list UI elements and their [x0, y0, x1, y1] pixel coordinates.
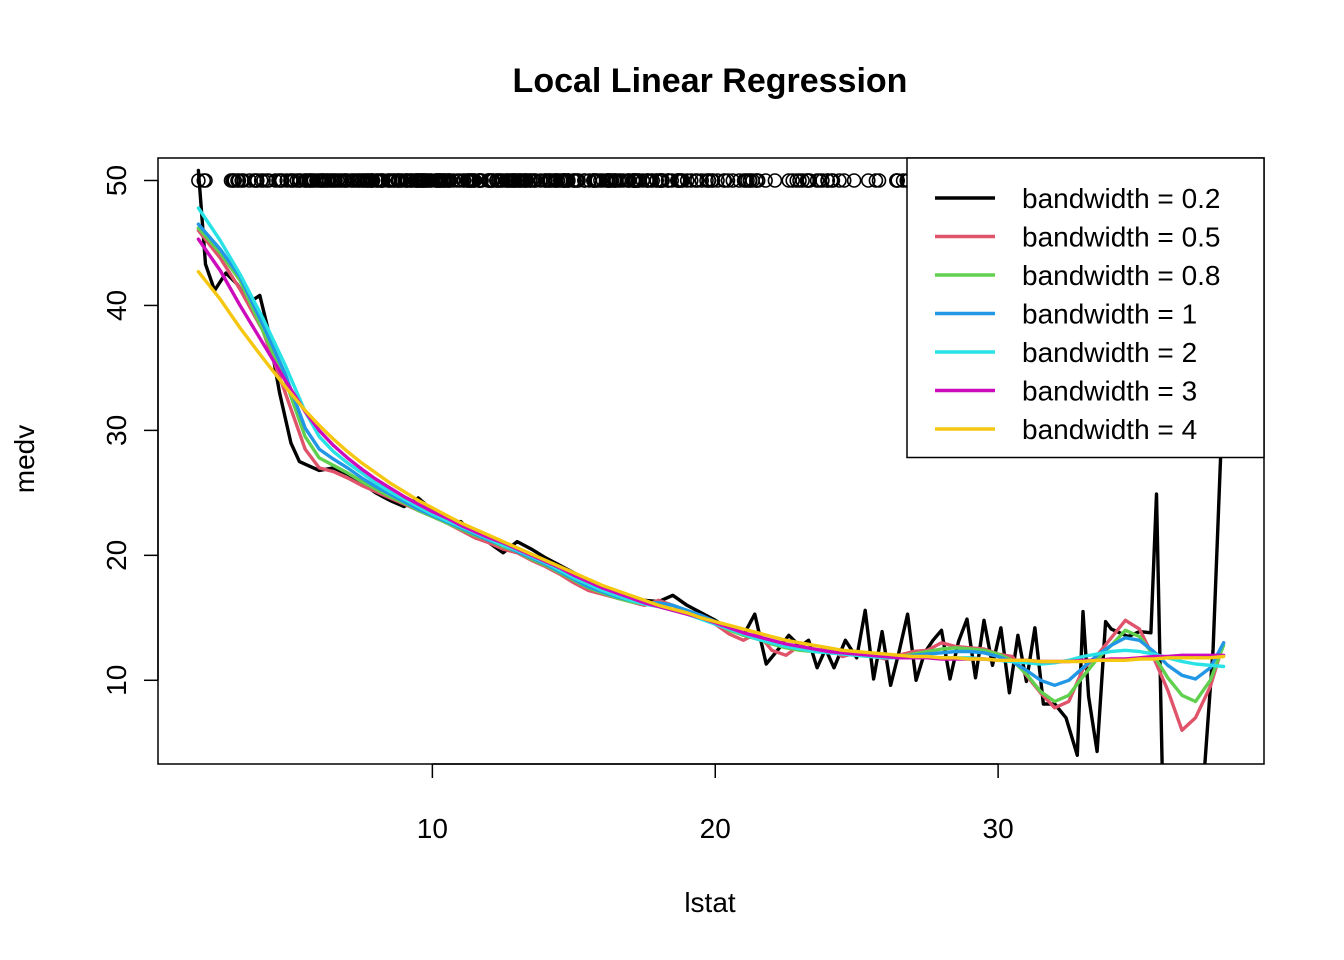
data-point	[832, 173, 847, 188]
legend-label: bandwidth = 4	[1022, 414, 1197, 445]
data-point	[750, 173, 766, 188]
data-point	[825, 173, 841, 188]
scatter-points	[191, 173, 1231, 188]
data-point	[820, 173, 836, 188]
data-point	[717, 173, 733, 188]
data-point	[571, 173, 586, 188]
legend-label: bandwidth = 3	[1022, 376, 1197, 407]
data-point	[710, 173, 725, 188]
data-point	[645, 173, 661, 188]
data-point	[785, 173, 801, 188]
y-axis-label: medv	[9, 425, 40, 493]
data-point	[767, 173, 783, 188]
data-point	[846, 173, 862, 188]
data-point	[690, 173, 705, 188]
data-point	[795, 173, 810, 188]
legend-label: bandwidth = 0.8	[1022, 260, 1221, 291]
data-point	[758, 173, 773, 188]
data-point	[860, 173, 876, 188]
x-tick-label: 30	[983, 813, 1014, 844]
legend-label: bandwidth = 2	[1022, 337, 1197, 368]
data-point	[474, 173, 489, 188]
chart-title: Local Linear Regression	[513, 62, 908, 100]
legend-label: bandwidth = 0.5	[1022, 222, 1221, 253]
y-tick-label: 50	[101, 165, 132, 196]
data-point	[375, 173, 391, 188]
data-point	[679, 173, 695, 188]
data-point	[720, 173, 736, 188]
data-point	[664, 173, 680, 188]
data-point	[836, 173, 852, 188]
data-point	[274, 173, 290, 188]
data-point	[249, 173, 265, 188]
data-point	[890, 173, 906, 188]
data-point	[871, 173, 887, 188]
data-point	[196, 173, 212, 188]
y-tick-label: 20	[101, 540, 132, 571]
data-point	[868, 173, 884, 188]
series-line-6	[196, 270, 1226, 664]
y-axis: 10 20 30 40 50	[101, 165, 159, 696]
data-point	[705, 173, 721, 188]
x-tick-label: 20	[700, 813, 731, 844]
data-point	[683, 173, 699, 188]
legend-label: bandwidth = 1	[1022, 299, 1197, 330]
legend-box	[906, 157, 1265, 459]
data-point	[815, 173, 830, 188]
data-point	[561, 173, 576, 188]
y-tick-label: 10	[101, 665, 132, 696]
data-point	[694, 173, 710, 188]
x-axis-label: lstat	[684, 887, 736, 918]
data-point	[655, 173, 670, 188]
x-axis: 10 20 30	[417, 763, 1014, 844]
legend: bandwidth = 0.2 bandwidth = 0.5 bandwidth …	[906, 157, 1265, 459]
smoother-lines	[196, 168, 1226, 764]
y-tick-label: 40	[101, 290, 132, 321]
x-tick-label: 10	[417, 813, 448, 844]
data-point	[242, 173, 257, 188]
legend-label: bandwidth = 0.2	[1022, 183, 1221, 214]
y-tick-label: 30	[101, 415, 132, 446]
